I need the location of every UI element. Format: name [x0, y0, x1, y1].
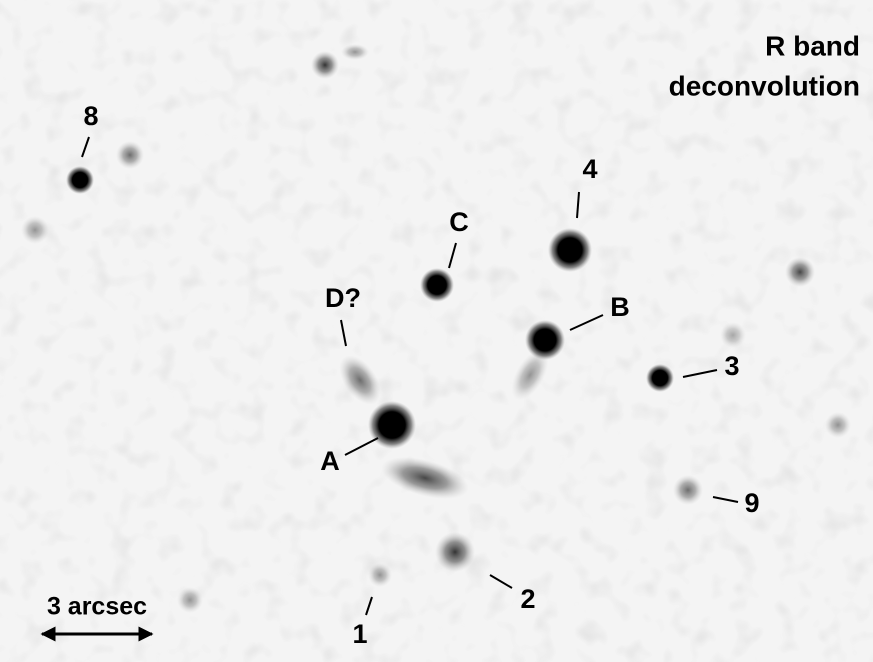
- scale-bar-label: 3 arcsec: [47, 593, 147, 621]
- label: C: [449, 207, 469, 237]
- label: A: [320, 446, 340, 476]
- label: D?: [325, 283, 361, 313]
- label: 3: [724, 351, 739, 381]
- label: 9: [744, 488, 759, 518]
- label: 1: [352, 619, 367, 649]
- title-line: deconvolution: [669, 70, 860, 101]
- label: 4: [582, 154, 597, 184]
- image: A B C D? 1 2 3 4 8 9 R band deconvolutio…: [0, 0, 873, 662]
- label: 8: [83, 101, 98, 131]
- page: {"title": ["R band", "deconvolution"], "…: [0, 0, 873, 662]
- label: 2: [520, 584, 535, 614]
- title-line: R band: [765, 30, 860, 61]
- label: B: [610, 292, 630, 322]
